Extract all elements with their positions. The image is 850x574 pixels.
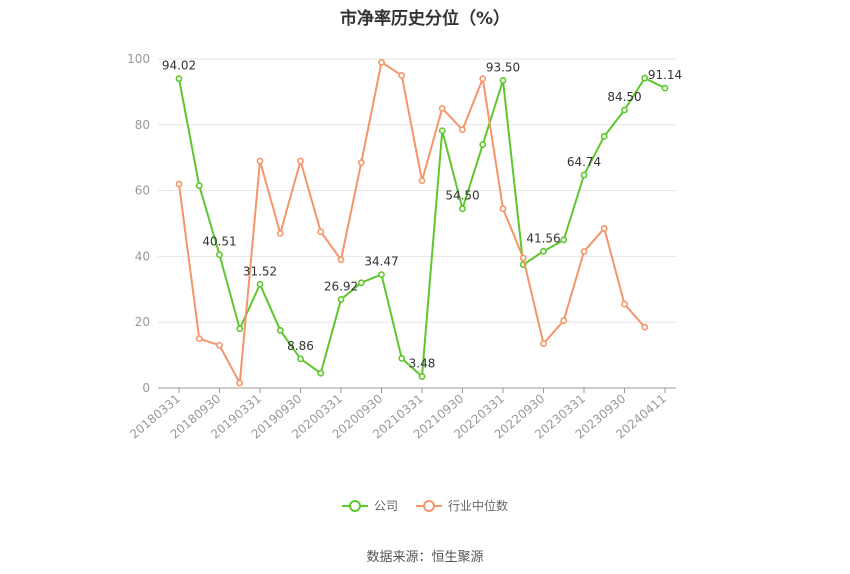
series-point-1 bbox=[540, 340, 547, 347]
legend-industry-label: 行业中位数 bbox=[448, 499, 509, 513]
data-label: 84.50 bbox=[607, 90, 641, 104]
series-point-1 bbox=[519, 254, 527, 262]
series-point-0 bbox=[540, 247, 547, 255]
series-point-1 bbox=[317, 228, 325, 236]
y-tick-label: 100 bbox=[127, 52, 150, 66]
series-point-0 bbox=[317, 369, 325, 377]
data-label: 94.02 bbox=[162, 59, 196, 73]
series-point-0 bbox=[641, 74, 649, 82]
series-point-0 bbox=[236, 325, 244, 333]
series-point-0 bbox=[175, 75, 183, 83]
y-tick-label: 20 bbox=[135, 315, 150, 329]
y-tick-label: 0 bbox=[142, 381, 150, 395]
series-point-0 bbox=[256, 280, 264, 288]
series-point-1 bbox=[418, 177, 426, 185]
series-point-0 bbox=[398, 354, 406, 362]
legend-industry-marker-icon bbox=[416, 499, 442, 513]
series-point-1 bbox=[499, 205, 507, 213]
grid-lines bbox=[158, 58, 676, 323]
series-point-1 bbox=[256, 157, 264, 165]
series-line-0 bbox=[178, 77, 666, 378]
series-point-0 bbox=[418, 373, 426, 380]
series-point-0 bbox=[560, 236, 568, 244]
data-label: 34.47 bbox=[364, 255, 398, 269]
legend-item-company[interactable]: 公司 bbox=[341, 497, 398, 514]
series-point-1 bbox=[438, 104, 446, 112]
y-tick-label: 40 bbox=[135, 249, 150, 263]
y-tick-label: 80 bbox=[135, 118, 150, 132]
series-point-1 bbox=[276, 229, 284, 237]
series-point-0 bbox=[297, 355, 304, 363]
legend-company-label: 公司 bbox=[373, 499, 398, 513]
data-label: 54.50 bbox=[445, 189, 479, 203]
series-point-0 bbox=[357, 279, 365, 287]
legend-item-industry[interactable]: 行业中位数 bbox=[416, 497, 508, 514]
data-label: 31.52 bbox=[243, 264, 277, 278]
series-point-0 bbox=[479, 141, 487, 148]
data-labels: 94.02 40.51 31.52 8.86 26.92 34.47 3.48 54.50 93… bbox=[162, 59, 682, 371]
series-point-0 bbox=[337, 296, 345, 303]
legend: 公司 行业中位数 bbox=[0, 497, 850, 514]
series-lines bbox=[175, 58, 669, 387]
series-point-1 bbox=[175, 180, 183, 188]
source-note: 数据来源：恒生聚源 bbox=[366, 550, 484, 565]
data-label: 8.86 bbox=[287, 339, 314, 353]
series-point-1 bbox=[337, 256, 345, 264]
series-point-1 bbox=[398, 72, 406, 79]
data-label: 41.56 bbox=[526, 231, 560, 245]
series-point-1 bbox=[216, 341, 223, 349]
data-label: 91.14 bbox=[648, 68, 682, 82]
series-point-1 bbox=[560, 317, 568, 324]
data-label: 64.74 bbox=[567, 155, 601, 169]
series-point-0 bbox=[459, 205, 466, 213]
series-point-1 bbox=[621, 300, 628, 308]
series-point-1 bbox=[195, 335, 203, 343]
series-point-1 bbox=[378, 58, 385, 66]
data-label: 26.92 bbox=[324, 279, 358, 293]
series-point-0 bbox=[499, 76, 507, 84]
series-point-1 bbox=[459, 126, 466, 134]
series-point-1 bbox=[600, 225, 608, 232]
series-point-0 bbox=[216, 251, 223, 259]
series-point-0 bbox=[276, 327, 284, 334]
series-point-0 bbox=[195, 182, 203, 190]
series-point-0 bbox=[661, 84, 669, 92]
series-point-1 bbox=[297, 157, 304, 165]
y-tick-label: 60 bbox=[135, 184, 150, 198]
series-point-1 bbox=[236, 379, 244, 387]
series-point-0 bbox=[438, 127, 446, 135]
data-label: 93.50 bbox=[486, 60, 520, 74]
series-point-0 bbox=[621, 106, 628, 114]
legend-company-marker-icon bbox=[341, 499, 368, 513]
data-label: 3.48 bbox=[409, 357, 436, 371]
data-label: 40.51 bbox=[202, 235, 236, 249]
series-point-1 bbox=[357, 159, 365, 167]
series-point-1 bbox=[580, 248, 588, 255]
series-point-1 bbox=[641, 323, 649, 331]
series-line-1 bbox=[178, 61, 646, 385]
series-point-0 bbox=[378, 271, 385, 278]
series-point-0 bbox=[580, 171, 588, 179]
series-point-0 bbox=[600, 132, 608, 140]
chart-title: 市净率历史分位（%） bbox=[339, 9, 511, 29]
series-point-1 bbox=[479, 75, 487, 83]
